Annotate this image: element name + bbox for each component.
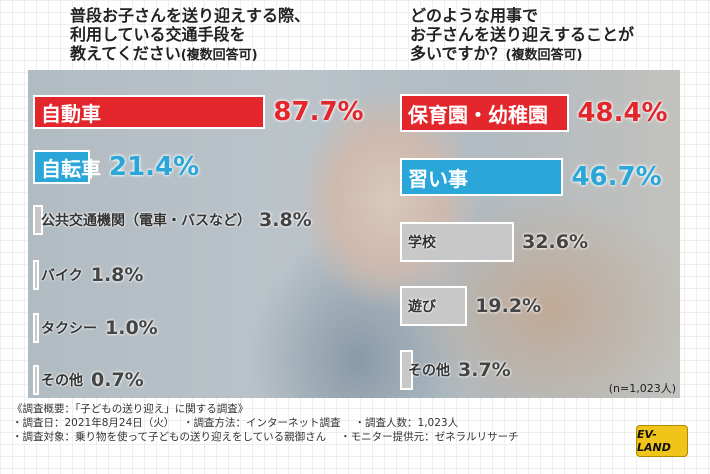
bar-label: 公共交通機関（電車・バスなど） [41,213,251,229]
left-title-note: (複数回答可) [180,48,258,63]
footer-item: ・モニター提供元：ゼネラルリサーチ [340,431,519,443]
right-title-line: 多いですか？ [410,44,506,63]
survey-footer: 《調査概要：「子どもの送り迎え」に関する調査》 ・調査日：2021年8月24日（… [12,402,533,444]
sample-size: (n=1,023人) [608,382,676,395]
right-bar [400,286,468,326]
bar-label: 保育園・幼稚園 [408,102,548,127]
left-bar-row: その他 0.7% [33,365,144,395]
footer-item: ・調査日：2021年8月24日（火） [12,417,170,429]
right-bar-row: 学校 32.6% [400,222,588,262]
left-bar [33,150,90,184]
bar-value: 32.6% [522,231,589,253]
bar-label: タクシー [41,321,97,337]
right-bar [400,158,564,196]
right-bar-row: 遊び 19.2% [400,286,541,326]
left-title-line: 教えてください [70,44,181,63]
left-bar [33,365,39,395]
right-title-line: お子さんを送り迎えすることが [410,25,635,44]
right-title-line: どのような用事で [410,6,539,25]
bar-label: 習い事 [408,166,468,191]
left-title-line: 普段お子さんを送り迎えする際、 [70,6,311,25]
bar-value: 87.7% [273,97,364,127]
footer-item: ・調査対象：乗り物を使って子どもの送り迎えをしている親御さん [12,431,327,443]
bar-value: 46.7% [571,162,662,192]
bar-value: 0.7% [91,369,144,391]
left-bar [33,313,39,343]
right-bar [400,350,413,390]
bar-label: 学校 [408,235,436,251]
bar-value: 3.8% [259,209,312,231]
left-bar [33,95,266,129]
right-question: どのような用事で お子さんを送り迎えすることが 多いですか？(複数回答可) [410,6,634,65]
right-bar [400,222,515,262]
left-bar-row: 公共交通機関（電車・バスなど） 3.8% [33,205,312,235]
left-title-line: 利用している交通手段を [70,25,246,44]
bar-label: バイク [41,268,83,284]
left-bar [33,260,39,290]
bar-value: 48.4% [577,98,668,128]
right-bar-row: その他 3.7% [400,350,511,390]
bar-label: その他 [408,363,450,379]
bar-value: 1.8% [90,264,144,286]
bar-label: 自動車 [41,101,101,126]
bar-value: 21.4% [109,152,200,182]
left-bar-row: タクシー 1.0% [33,313,158,343]
bar-label: 自転車 [41,156,101,181]
right-bar-row: 習い事 46.7% [400,158,662,196]
right-bar [400,94,570,132]
bar-label: その他 [41,373,83,389]
footer-item: ・調査方法：インターネット調査 [183,417,341,429]
left-bar-row: バイク 1.8% [33,260,143,290]
left-bar-row: 自動車 87.7% [33,95,364,129]
bar-value: 1.0% [105,317,158,339]
footer-item: ・調査人数：1,023人 [354,417,459,429]
left-question: 普段お子さんを送り迎えする際、 利用している交通手段を 教えてください(複数回答… [70,6,310,65]
footer-heading: 《調査概要：「子どもの送り迎え」に関する調査》 [12,403,249,415]
bar-value: 19.2% [475,295,542,317]
ev-land-logo: EV-LAND [636,425,688,457]
bar-value: 3.7% [458,359,511,381]
left-bar-row: 自転車 21.4% [33,150,199,184]
left-bar [33,205,44,235]
bar-label: 遊び [408,299,436,315]
right-title-note: (複数回答可) [505,48,583,63]
right-bar-row: 保育園・幼稚園 48.4% [400,94,668,132]
